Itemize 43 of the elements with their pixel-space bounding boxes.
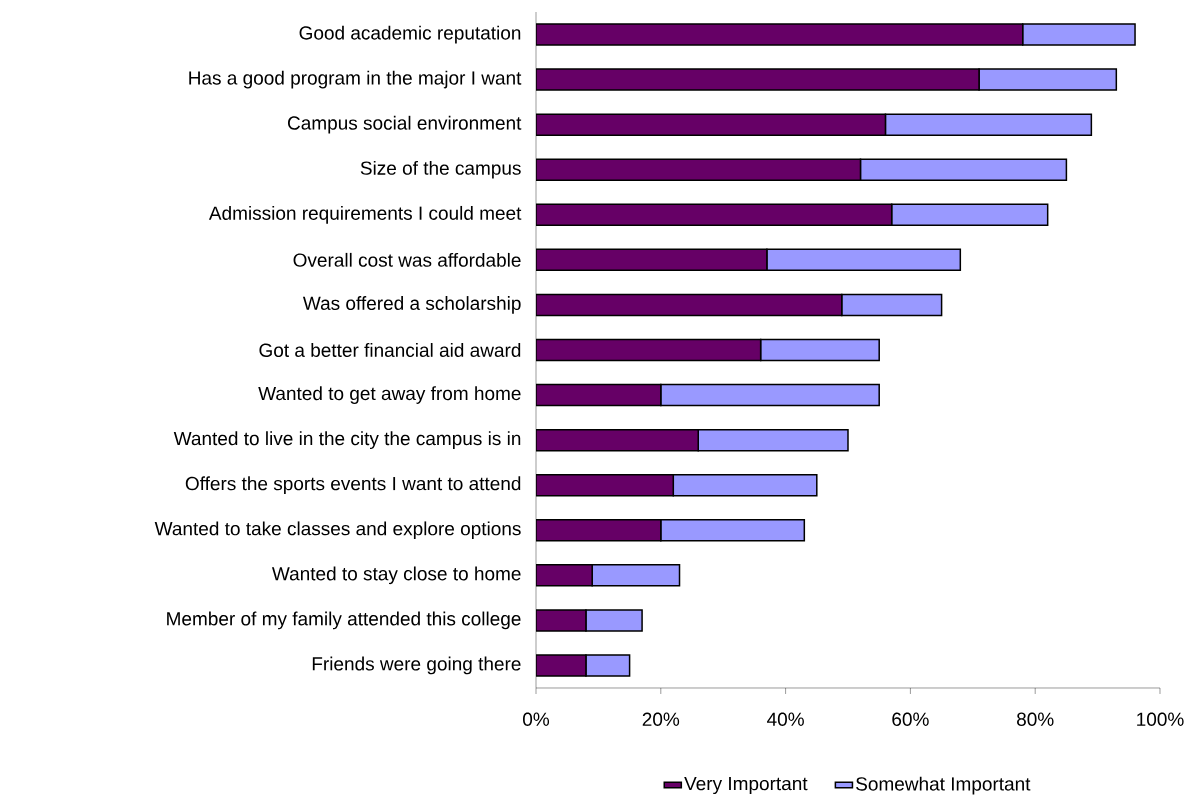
bar — [536, 428, 699, 452]
bar — [591, 564, 681, 587]
bar — [766, 248, 962, 272]
y-tick-label: Got a better financial aid award — [259, 343, 521, 357]
bar — [536, 338, 762, 362]
bar — [536, 248, 768, 272]
y-tick-label: Wanted to live in the city the campus is in — [173, 431, 521, 449]
x-tick-label: 40% — [767, 712, 804, 726]
bar — [536, 473, 675, 497]
y-tick-label: Friends were going there — [312, 656, 521, 675]
x-tick-label: 60% — [892, 712, 929, 726]
y-tick-label: Good academic reputation — [299, 25, 521, 44]
bar — [759, 338, 880, 362]
bar — [536, 293, 843, 317]
y-tick-label: Offers the sports events I want to attend — [185, 476, 521, 495]
y-tick-label: Was offered a scholarship — [302, 296, 521, 314]
bar — [536, 383, 662, 407]
y-tick-label: Overall cost was affordable — [293, 252, 521, 267]
bar — [536, 68, 980, 91]
x-tick-label: 80% — [1017, 712, 1054, 726]
bar — [536, 203, 893, 227]
bar — [697, 428, 849, 452]
y-tick-label: Campus social environment — [287, 115, 522, 134]
x-tick-label: 20% — [642, 712, 680, 726]
y-tick-label: Wanted to stay close to home — [271, 566, 521, 585]
bar — [660, 383, 880, 407]
bar — [536, 158, 862, 181]
y-tick-label: Member of my family attended this college — [167, 611, 521, 630]
bar — [841, 293, 943, 317]
y-tick-label: Wanted to get away from home — [258, 386, 521, 404]
legend-label: Somewhat Important — [856, 776, 1031, 795]
bar — [536, 23, 1024, 46]
x-tick-label: 0% — [523, 712, 550, 726]
bar — [672, 473, 818, 497]
y-tick-label: Wanted to take classes and explore options — [154, 521, 521, 540]
bar — [536, 113, 887, 136]
y-tick-label: Admission requirements I could meet — [208, 205, 522, 224]
bar — [660, 519, 806, 542]
y-tick-label: Has a good program in the major I want — [189, 70, 522, 89]
x-tick-label: 100% — [1137, 712, 1184, 726]
legend-label: Very Important — [684, 777, 808, 795]
y-tick-label: Size of the campus — [360, 160, 521, 179]
bar — [585, 609, 643, 632]
